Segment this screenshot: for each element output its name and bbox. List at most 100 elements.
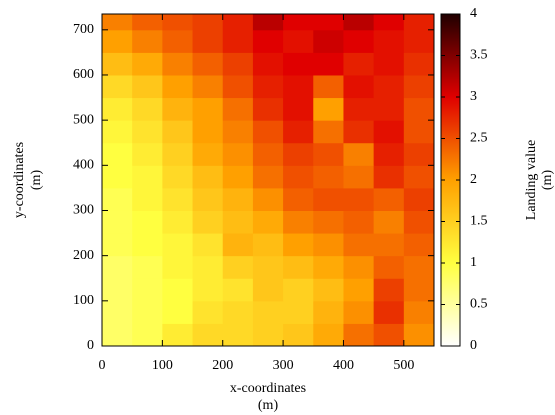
heat-cell bbox=[343, 323, 375, 346]
heat-cell bbox=[343, 142, 375, 166]
heat-cell bbox=[343, 210, 375, 234]
heat-cell bbox=[222, 52, 254, 76]
heat-cell bbox=[102, 97, 133, 121]
heat-cell bbox=[132, 165, 163, 189]
heat-cell bbox=[252, 29, 284, 53]
y-tick-label: 700 bbox=[73, 22, 94, 37]
heat-cell bbox=[343, 300, 375, 324]
heat-cell bbox=[222, 142, 254, 166]
heat-cell bbox=[252, 323, 284, 346]
heat-cell bbox=[192, 97, 224, 121]
heat-cell bbox=[252, 97, 284, 121]
y-tick-label: 300 bbox=[73, 203, 94, 218]
heat-cell bbox=[343, 278, 375, 302]
heat-cell bbox=[403, 255, 434, 279]
heat-cell bbox=[313, 165, 344, 189]
heat-cell bbox=[283, 52, 314, 76]
x-tick-label: 100 bbox=[152, 358, 173, 373]
heat-cell bbox=[162, 300, 194, 324]
heat-cell bbox=[373, 300, 405, 324]
heat-cell bbox=[343, 97, 375, 121]
heat-cell bbox=[132, 142, 163, 166]
heat-cell bbox=[222, 14, 254, 31]
heat-cell bbox=[252, 14, 284, 31]
heat-cell bbox=[403, 300, 434, 324]
heat-cell bbox=[132, 120, 163, 144]
colorbar-tick-label: 2 bbox=[470, 172, 477, 187]
heat-cell bbox=[343, 52, 375, 76]
heat-cell bbox=[192, 52, 224, 76]
heat-cell bbox=[132, 323, 163, 346]
y-tick-label: 500 bbox=[73, 112, 94, 127]
heat-cell bbox=[313, 52, 344, 76]
heat-cell bbox=[313, 97, 344, 121]
colorbar-tick-label: 0.5 bbox=[470, 297, 488, 312]
heat-cell bbox=[373, 278, 405, 302]
heat-cell bbox=[132, 233, 163, 257]
heat-cell bbox=[222, 278, 254, 302]
heat-cell bbox=[403, 187, 434, 211]
heat-cell bbox=[222, 255, 254, 279]
heat-cell bbox=[373, 187, 405, 211]
heat-cell bbox=[283, 29, 314, 53]
heat-cell bbox=[283, 210, 314, 234]
heat-cell bbox=[403, 52, 434, 76]
heat-cell bbox=[222, 233, 254, 257]
heat-cell bbox=[132, 14, 163, 31]
heat-cell bbox=[222, 300, 254, 324]
heat-cell bbox=[313, 255, 344, 279]
x-tick-label: 400 bbox=[333, 358, 354, 373]
heat-cell bbox=[283, 187, 314, 211]
heat-cell bbox=[192, 165, 224, 189]
y-tick-label: 200 bbox=[73, 248, 94, 263]
heat-cell bbox=[192, 255, 224, 279]
heat-cell bbox=[403, 142, 434, 166]
heat-cell bbox=[162, 74, 194, 99]
heat-cell bbox=[252, 187, 284, 211]
heat-cell bbox=[102, 255, 133, 279]
heat-cell bbox=[102, 300, 133, 324]
heat-cell bbox=[102, 74, 133, 99]
heat-cell bbox=[192, 142, 224, 166]
heat-cell bbox=[252, 74, 284, 99]
heat-cell bbox=[343, 14, 375, 31]
heat-cell bbox=[373, 165, 405, 189]
heat-cell bbox=[192, 74, 224, 99]
heat-cell bbox=[313, 300, 344, 324]
heat-cell bbox=[313, 233, 344, 257]
heat-cell bbox=[403, 278, 434, 302]
heat-cell bbox=[162, 14, 194, 31]
heat-cell bbox=[162, 29, 194, 53]
heat-cell bbox=[102, 120, 133, 144]
heat-cell bbox=[132, 29, 163, 53]
heat-cell bbox=[222, 323, 254, 346]
heat-cell bbox=[162, 52, 194, 76]
heat-cell bbox=[132, 52, 163, 76]
heat-cell bbox=[283, 142, 314, 166]
heat-cell bbox=[162, 97, 194, 121]
heat-cell bbox=[162, 255, 194, 279]
heat-cell bbox=[403, 97, 434, 121]
colorbar-tick-label: 1 bbox=[470, 255, 477, 270]
heat-cell bbox=[252, 165, 284, 189]
heat-cell bbox=[403, 120, 434, 144]
heat-cell bbox=[283, 74, 314, 99]
heat-cell bbox=[102, 233, 133, 257]
heat-cell bbox=[252, 210, 284, 234]
heat-cell bbox=[283, 233, 314, 257]
heat-cell bbox=[102, 323, 133, 346]
heat-cell bbox=[343, 255, 375, 279]
heat-cell bbox=[222, 97, 254, 121]
heat-cell bbox=[252, 278, 284, 302]
heat-cell bbox=[162, 187, 194, 211]
heat-cell bbox=[373, 52, 405, 76]
heat-cell bbox=[102, 165, 133, 189]
heat-cell bbox=[283, 97, 314, 121]
colorbar-label: Landing value bbox=[524, 140, 539, 220]
heat-cell bbox=[373, 74, 405, 99]
heat-cell bbox=[343, 74, 375, 99]
heat-cell bbox=[132, 300, 163, 324]
heat-cell bbox=[102, 52, 133, 76]
heat-cell bbox=[373, 120, 405, 144]
